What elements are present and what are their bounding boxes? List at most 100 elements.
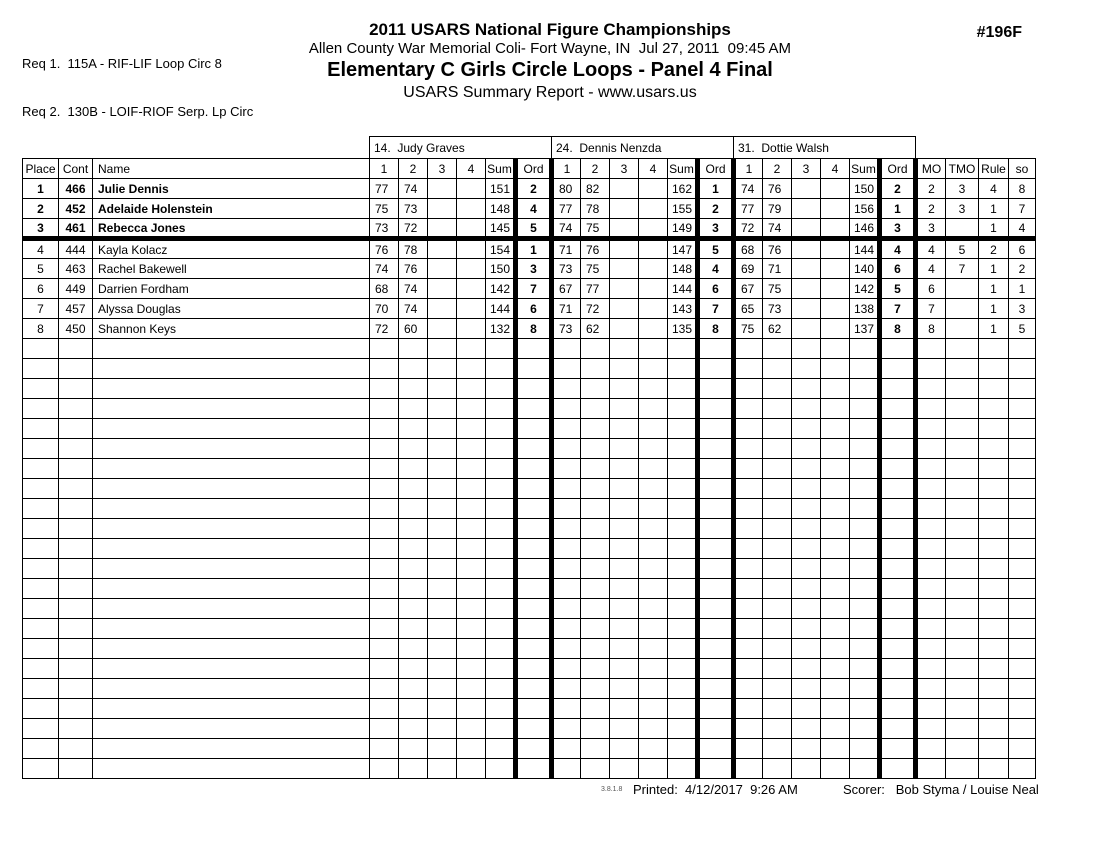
cell-ord (877, 618, 918, 639)
cell-name: Kayla Kolacz (92, 238, 370, 259)
table-row: 3 461 Rebecca Jones 73 72 145 5 74 75 149 3 72 74 146… (22, 218, 1036, 241)
cell-score (398, 658, 428, 679)
cell-score (609, 378, 639, 399)
cell-name (92, 658, 370, 679)
cell-place: 2 (22, 198, 59, 219)
cell-score (580, 338, 610, 359)
cell-place: 8 (22, 318, 59, 339)
cell-mo (915, 638, 946, 659)
cell-rule (978, 638, 1009, 659)
cell-score (369, 578, 399, 599)
cell-ord (513, 618, 554, 639)
cell-name (92, 578, 370, 599)
cell-score: 75 (580, 258, 610, 279)
cell-rule (978, 478, 1009, 499)
cell-sum: 144 (485, 298, 516, 319)
corner-blank (23, 137, 370, 159)
cell-tmo (945, 638, 979, 659)
cell-score: 78 (580, 198, 610, 219)
col-header-sum: Sum (667, 158, 698, 179)
empty-row (22, 638, 1036, 659)
cell-ord (513, 738, 554, 759)
cell-score (456, 498, 486, 519)
cell-so: 3 (1008, 298, 1036, 319)
cell-score (398, 458, 428, 479)
cell-ord (513, 338, 554, 359)
cell-score (551, 338, 581, 359)
cell-tmo (945, 418, 979, 439)
cell-cont (58, 518, 93, 539)
cell-sum (849, 398, 880, 419)
cell-score (580, 598, 610, 619)
cell-sum (849, 738, 880, 759)
cell-score (762, 558, 792, 579)
cell-mo: 2 (915, 198, 946, 219)
cell-score (427, 298, 457, 319)
cell-score (427, 698, 457, 719)
cell-score (580, 478, 610, 499)
cell-tmo (945, 278, 979, 299)
cell-score (456, 298, 486, 319)
cell-score (609, 598, 639, 619)
col-header-2: 2 (580, 158, 610, 179)
cell-score (762, 498, 792, 519)
software-version: 3.8.1.8 (601, 786, 623, 793)
cell-cont (58, 438, 93, 459)
cell-place (22, 498, 59, 519)
cell-score: 80 (551, 178, 581, 199)
cell-rule (978, 438, 1009, 459)
cell-mo (915, 598, 946, 619)
cell-ord: 6 (513, 298, 554, 319)
cell-ord: 5 (513, 218, 554, 241)
cell-ord: 6 (695, 278, 736, 299)
cell-score: 62 (762, 318, 792, 339)
cell-so (1008, 678, 1036, 699)
cell-score: 75 (369, 198, 399, 219)
cell-name: Rebecca Jones (92, 218, 370, 241)
cell-ord: 2 (695, 198, 736, 219)
cell-score (398, 698, 428, 719)
cell-tmo (945, 678, 979, 699)
cell-place: 7 (22, 298, 59, 319)
cell-ord: 5 (695, 238, 736, 259)
cell-score: 75 (762, 278, 792, 299)
cell-score (820, 218, 850, 241)
cell-sum (485, 618, 516, 639)
cell-score (791, 498, 821, 519)
cell-score (762, 618, 792, 639)
col-header-name: Name (92, 158, 370, 179)
cell-score (456, 338, 486, 359)
cell-score (369, 478, 399, 499)
cell-ord (695, 638, 736, 659)
cell-ord (877, 398, 918, 419)
cell-cont (58, 498, 93, 519)
cell-score (609, 238, 639, 259)
cell-so (1008, 518, 1036, 539)
cell-sum (849, 698, 880, 719)
cell-sum: 144 (849, 238, 880, 259)
cell-score: 76 (369, 238, 399, 259)
cell-score (456, 458, 486, 479)
cell-score (733, 418, 763, 439)
cell-score (791, 298, 821, 319)
cell-score (638, 378, 668, 399)
cell-ord (513, 578, 554, 599)
cell-score (820, 598, 850, 619)
cell-score (427, 618, 457, 639)
cell-sum (485, 398, 516, 419)
cell-rule (978, 578, 1009, 599)
cell-score (791, 178, 821, 199)
cell-sum: 150 (485, 258, 516, 279)
cell-so: 8 (1008, 178, 1036, 199)
cell-score (551, 378, 581, 399)
cell-score: 77 (580, 278, 610, 299)
cell-score (733, 738, 763, 759)
cell-score (733, 578, 763, 599)
empty-row (22, 678, 1036, 699)
cell-mo (915, 758, 946, 779)
cell-score (369, 398, 399, 419)
cell-rule (978, 738, 1009, 759)
cell-score (427, 578, 457, 599)
cell-score (427, 398, 457, 419)
cell-rule (978, 678, 1009, 699)
